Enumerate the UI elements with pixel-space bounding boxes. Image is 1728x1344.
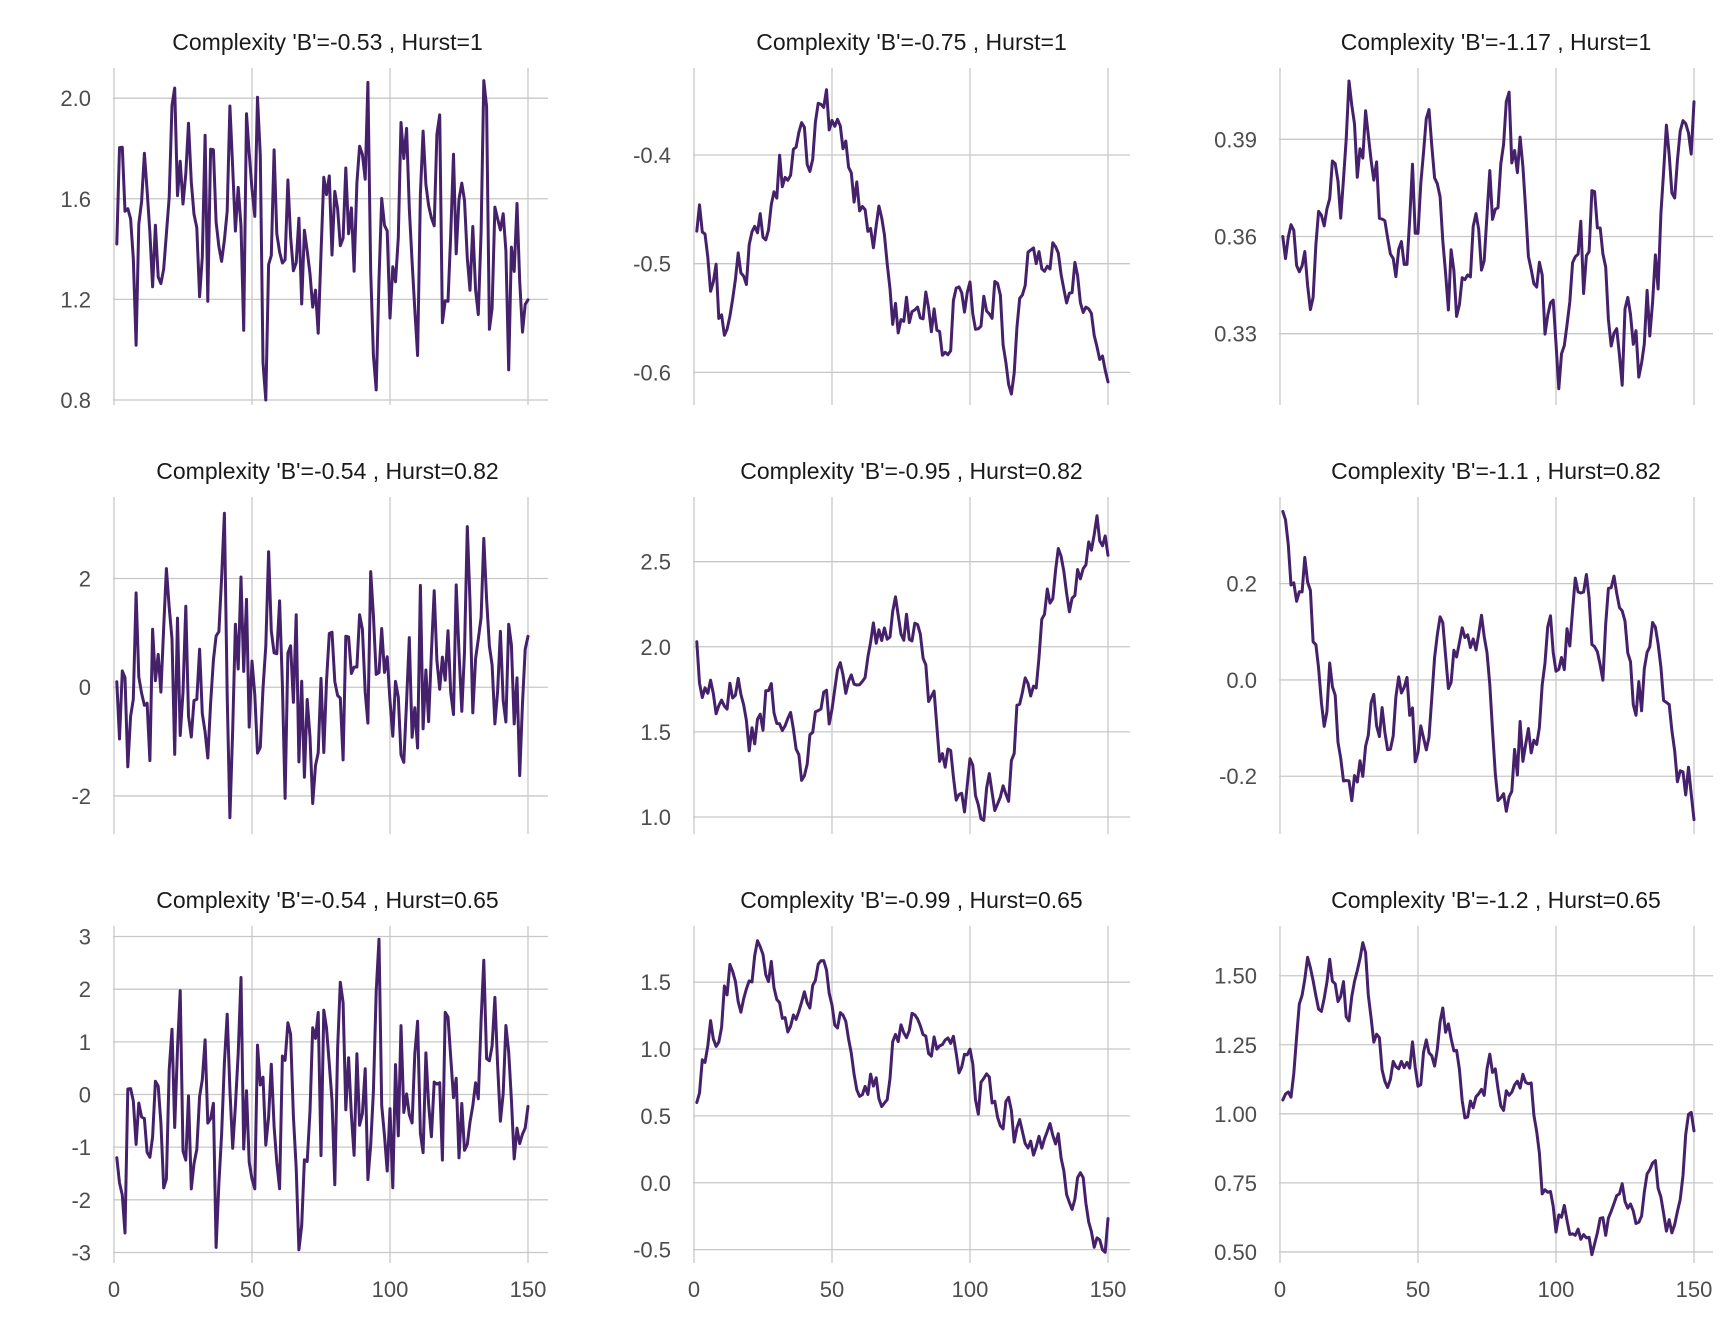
x-tick-label: 50 <box>240 1277 264 1302</box>
panel-8: Complexity 'B'=-0.99 , Hurst=0.65 -0.5 0.0… <box>633 887 1130 1302</box>
y-tick-label: 1.0 <box>640 805 671 830</box>
panel-title: Complexity 'B'=-0.54 , Hurst=0.82 <box>156 458 498 484</box>
panel-title: Complexity 'B'=-0.95 , Hurst=0.82 <box>740 458 1082 484</box>
y-tick-label: 0.8 <box>60 388 91 413</box>
y-tick-label: 1.5 <box>640 970 671 995</box>
y-tick-label: 2.0 <box>60 86 91 111</box>
x-tick-label: 150 <box>1676 1277 1713 1302</box>
series-line <box>695 514 1110 822</box>
panel-3: Complexity 'B'=-1.17 , Hurst=1 0.33 0.36 0.… <box>1214 29 1713 405</box>
y-tick-label: 0.0 <box>1226 668 1257 693</box>
y-tick-label: 2.0 <box>640 635 671 660</box>
y-tick-label: 0.0 <box>640 1171 671 1196</box>
y-tick-label: 1.5 <box>640 720 671 745</box>
y-tick-label: -0.4 <box>633 143 671 168</box>
panel-7: Complexity 'B'=-0.54 , Hurst=0.65 -3 -2 -1 0… <box>71 887 548 1302</box>
x-tick-label: 50 <box>1406 1277 1430 1302</box>
x-tick-label: 0 <box>688 1277 700 1302</box>
y-tick-label: -2 <box>71 1188 91 1213</box>
y-tick-label: 1.0 <box>640 1037 671 1062</box>
x-tick-label: 0 <box>1274 1277 1286 1302</box>
panel-9: Complexity 'B'=-1.2 , Hurst=0.65 0.50 0.75… <box>1214 887 1713 1302</box>
y-tick-label: 1 <box>79 1030 91 1055</box>
x-tick-label: 150 <box>510 1277 547 1302</box>
y-tick-label: -0.5 <box>633 1238 671 1263</box>
y-tick-label: 2 <box>79 977 91 1002</box>
y-tick-label: 1.25 <box>1214 1033 1257 1058</box>
series-line <box>1281 79 1696 391</box>
panel-title: Complexity 'B'=-1.1 , Hurst=0.82 <box>1331 458 1661 484</box>
panel-title: Complexity 'B'=-1.2 , Hurst=0.65 <box>1331 887 1661 913</box>
x-tick-label: 100 <box>952 1277 989 1302</box>
panel-title: Complexity 'B'=-1.17 , Hurst=1 <box>1341 29 1651 55</box>
series-line <box>1281 941 1696 1257</box>
y-tick-label: 0 <box>79 1083 91 1108</box>
series-line <box>1281 509 1696 822</box>
y-tick-label: 3 <box>79 925 91 950</box>
y-tick-label: 0.75 <box>1214 1171 1257 1196</box>
y-tick-label: 1.6 <box>60 187 91 212</box>
y-tick-label: 0.36 <box>1214 225 1257 250</box>
panel-4: Complexity 'B'=-0.54 , Hurst=0.82 -2 0 2 <box>71 458 548 834</box>
x-tick-label: 100 <box>1538 1277 1575 1302</box>
panel-5: Complexity 'B'=-0.95 , Hurst=0.82 1.0 1.5 2… <box>640 458 1130 834</box>
y-tick-label: 1.50 <box>1214 964 1257 989</box>
y-tick-label: -0.2 <box>1219 764 1257 789</box>
x-tick-label: 100 <box>372 1277 409 1302</box>
y-tick-label: 0.5 <box>640 1104 671 1129</box>
panel-title: Complexity 'B'=-0.75 , Hurst=1 <box>756 29 1066 55</box>
y-tick-label: -0.5 <box>633 252 671 277</box>
series-line <box>695 939 1110 1254</box>
panel-1: Complexity 'B'=-0.53 , Hurst=1 0.8 1.2 1.6 2… <box>60 29 548 413</box>
series-line <box>115 511 530 820</box>
y-tick-label: 0.33 <box>1214 322 1257 347</box>
y-tick-label: 0.2 <box>1226 572 1257 597</box>
y-tick-label: -2 <box>71 784 91 809</box>
y-tick-label: 1.2 <box>60 287 91 312</box>
x-tick-label: 50 <box>820 1277 844 1302</box>
y-tick-label: -3 <box>71 1240 91 1265</box>
y-tick-label: -1 <box>71 1135 91 1160</box>
panel-title: Complexity 'B'=-0.54 , Hurst=0.65 <box>156 887 498 913</box>
y-tick-label: 0 <box>79 675 91 700</box>
y-tick-label: 0.50 <box>1214 1240 1257 1265</box>
y-tick-label: -0.6 <box>633 360 671 385</box>
y-tick-label: 1.00 <box>1214 1102 1257 1127</box>
panel-title: Complexity 'B'=-0.99 , Hurst=0.65 <box>740 887 1082 913</box>
y-tick-label: 2 <box>79 567 91 592</box>
x-tick-label: 0 <box>108 1277 120 1302</box>
y-tick-label: 0.39 <box>1214 127 1257 152</box>
panel-6: Complexity 'B'=-1.1 , Hurst=0.82 -0.2 0.0 0… <box>1219 458 1713 834</box>
y-tick-label: 2.5 <box>640 550 671 575</box>
series-line <box>115 937 530 1252</box>
series-line <box>695 88 1110 396</box>
x-tick-label: 150 <box>1090 1277 1127 1302</box>
panel-title: Complexity 'B'=-0.53 , Hurst=1 <box>172 29 482 55</box>
panel-2: Complexity 'B'=-0.75 , Hurst=1 -0.6 -0.5 -0… <box>633 29 1130 405</box>
series-line <box>115 79 530 402</box>
